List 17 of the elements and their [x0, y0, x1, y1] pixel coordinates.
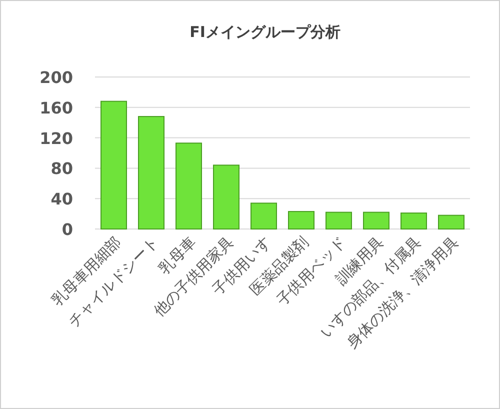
chart-title: FIメイングループ分析 [190, 23, 340, 41]
bar [438, 214, 464, 230]
bar [400, 212, 427, 230]
y-tick-label: 160 [40, 98, 73, 118]
bar [288, 211, 314, 230]
y-tick-label: 0 [62, 220, 73, 239]
y-tick-label: 40 [50, 190, 73, 209]
y-tick-label: 200 [40, 68, 73, 87]
bar [213, 164, 240, 230]
bar [326, 212, 352, 230]
bar [100, 100, 127, 230]
bar [138, 116, 164, 230]
bar [176, 142, 202, 230]
bar [363, 212, 390, 230]
y-tick-label: 120 [40, 128, 73, 148]
y-tick-label: 80 [50, 159, 73, 178]
bar [250, 202, 277, 230]
